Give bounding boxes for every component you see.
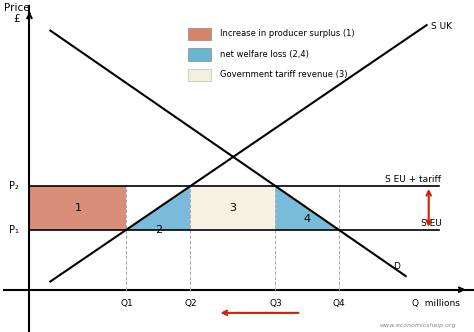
Text: 3: 3 bbox=[229, 203, 237, 213]
Text: Government tariff revenue (3): Government tariff revenue (3) bbox=[219, 70, 347, 79]
Text: 1: 1 bbox=[74, 203, 82, 213]
Text: Q3: Q3 bbox=[269, 299, 282, 308]
Text: Increase in producer surplus (1): Increase in producer surplus (1) bbox=[219, 30, 354, 39]
Text: Q2: Q2 bbox=[184, 299, 197, 308]
Text: D: D bbox=[393, 262, 400, 271]
Text: S UK: S UK bbox=[431, 22, 452, 31]
Polygon shape bbox=[127, 186, 191, 230]
Text: 4: 4 bbox=[303, 214, 310, 224]
Bar bbox=[188, 48, 211, 60]
Text: 2: 2 bbox=[155, 225, 162, 235]
Bar bbox=[188, 69, 211, 81]
Text: P₁: P₁ bbox=[9, 225, 19, 235]
Text: Q4: Q4 bbox=[332, 299, 345, 308]
Text: S EU: S EU bbox=[420, 219, 441, 228]
Text: net welfare loss (2,4): net welfare loss (2,4) bbox=[219, 50, 309, 59]
Polygon shape bbox=[191, 186, 275, 230]
Text: Q1: Q1 bbox=[120, 299, 133, 308]
Text: P₂: P₂ bbox=[9, 181, 19, 191]
Polygon shape bbox=[275, 186, 338, 230]
Text: S EU + tariff: S EU + tariff bbox=[385, 175, 441, 184]
Text: www.economicshelp.org: www.economicshelp.org bbox=[379, 323, 456, 328]
Text: £: £ bbox=[14, 14, 20, 24]
Bar bbox=[188, 28, 211, 40]
Polygon shape bbox=[29, 186, 127, 230]
Text: Q  millions: Q millions bbox=[412, 299, 460, 308]
Text: Price: Price bbox=[4, 3, 30, 13]
